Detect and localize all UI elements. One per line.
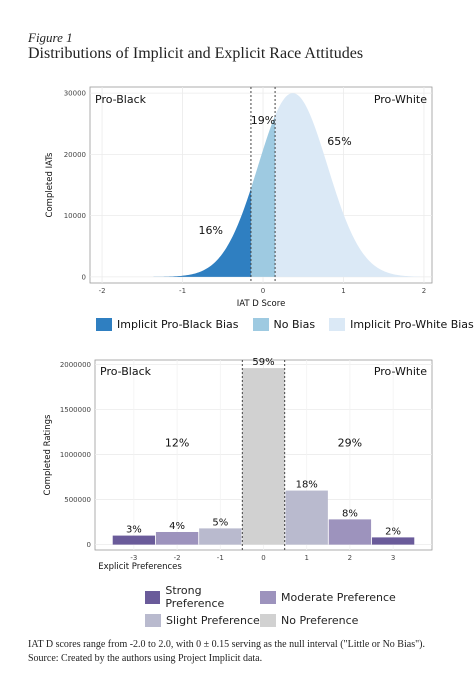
legend-item-no-preference: No Preference — [260, 614, 410, 627]
y-tick-label: 500000 — [64, 496, 91, 504]
group-percent-label: 29% — [338, 437, 362, 450]
area-implicit-pro-white — [275, 93, 420, 277]
x-tick-label: -2 — [174, 554, 181, 562]
legend-swatch-no-preference — [260, 614, 276, 627]
bar-percent-label: 2% — [385, 526, 401, 537]
x-tick-label: 2 — [422, 287, 426, 295]
area-implicit-pro-black — [94, 188, 251, 277]
y-tick-label: 30000 — [64, 90, 86, 98]
x-tick-label: 2 — [348, 554, 352, 562]
bar-percent-label: 18% — [296, 480, 318, 491]
bar-percent-label: 5% — [212, 517, 228, 528]
bar-percent-label: 8% — [342, 508, 358, 519]
figure-title: Distributions of Implicit and Explicit R… — [28, 45, 364, 62]
figure-footnote: IAT D scores range from -2.0 to 2.0, wit… — [28, 639, 426, 664]
explicit-preferences-chart: 3% 4% 5% 59% 18% 8% 2% Pro-Black Pro-White 12% 29%… — [43, 357, 433, 572]
corner-label-pro-black: Pro-Black — [100, 365, 152, 378]
legend-label-slight: Slight Preference — [166, 614, 260, 627]
legend-label-strong: Strong Preference — [165, 584, 225, 610]
legend-swatch-pro-white — [329, 318, 346, 331]
bar — [112, 535, 156, 545]
figure-label: Figure 1 — [28, 30, 73, 45]
legend-item-pro-white: Implicit Pro-White Bias — [329, 318, 474, 331]
legend-item-slight: Slight Preference — [145, 614, 260, 627]
region-percent-label: 16% — [198, 224, 222, 237]
legend-item-pro-black: Implicit Pro-Black Bias — [96, 318, 239, 331]
bar — [242, 368, 285, 545]
legend-label-no-preference: No Preference — [281, 614, 359, 627]
legend-swatch-strong — [145, 590, 161, 604]
explicit-legend: Strong Preference Moderate Preference Sl… — [145, 584, 410, 627]
implicit-attitudes-chart: Pro-Black Pro-White 16% 19% 65% -2 -1 0 1 2 0 10000… — [45, 86, 433, 309]
legend-label-moderate: Moderate Preference — [281, 590, 396, 604]
legend-label-pro-black: Implicit Pro-Black Bias — [117, 318, 239, 331]
bar — [285, 490, 328, 545]
corner-label-pro-white: Pro-White — [374, 365, 427, 378]
x-tick-label: -1 — [179, 287, 186, 295]
area-no-bias — [250, 115, 276, 277]
bar — [199, 528, 242, 545]
implicit-legend: Implicit Pro-Black Bias No Bias Implicit… — [96, 318, 474, 331]
y-tick-label: 2000000 — [60, 361, 91, 369]
y-tick-label: 1500000 — [60, 406, 91, 414]
x-tick-label: 0 — [261, 287, 265, 295]
legend-item-moderate: Moderate Preference — [260, 584, 410, 610]
legend-swatch-moderate — [260, 590, 276, 604]
y-tick-label: 10000 — [64, 212, 86, 220]
bar-percent-label: 59% — [252, 357, 274, 368]
bar — [328, 519, 372, 545]
bar-percent-label: 4% — [169, 521, 185, 532]
y-tick-label: 0 — [82, 273, 86, 281]
group-percent-label: 12% — [165, 437, 189, 450]
legend-item-no-bias: No Bias — [252, 318, 316, 331]
x-tick-label: 3 — [391, 554, 395, 562]
x-axis-title: Explicit Preferences — [98, 562, 182, 572]
legend-swatch-pro-black — [96, 318, 112, 331]
x-tick-label: 0 — [261, 554, 265, 562]
x-tick-label: 1 — [341, 287, 345, 295]
legend-label-no-bias: No Bias — [273, 318, 316, 331]
y-tick-label: 0 — [87, 541, 91, 549]
y-tick-label: 1000000 — [60, 451, 91, 459]
y-axis-title: Completed Ratings — [43, 414, 53, 495]
bar-percent-label: 3% — [126, 525, 142, 536]
legend-swatch-slight — [145, 614, 161, 627]
region-percent-label: 19% — [251, 114, 275, 127]
region-percent-label: 65% — [327, 135, 351, 148]
y-axis-title: Completed IATs — [45, 152, 55, 218]
x-tick-label: 1 — [304, 554, 308, 562]
legend-label-pro-white: Implicit Pro-White Bias — [350, 318, 474, 331]
bar — [155, 531, 199, 545]
x-tick-label: -3 — [130, 554, 137, 562]
x-axis-title: IAT D Score — [237, 299, 286, 309]
legend-swatch-no-bias — [252, 318, 269, 331]
legend-item-strong: Strong Preference — [145, 584, 260, 610]
corner-label-pro-black: Pro-Black — [95, 93, 147, 106]
y-tick-label: 20000 — [64, 151, 86, 159]
x-tick-label: -2 — [99, 287, 106, 295]
bar — [371, 537, 415, 545]
corner-label-pro-white: Pro-White — [374, 93, 427, 106]
x-tick-label: -1 — [217, 554, 224, 562]
